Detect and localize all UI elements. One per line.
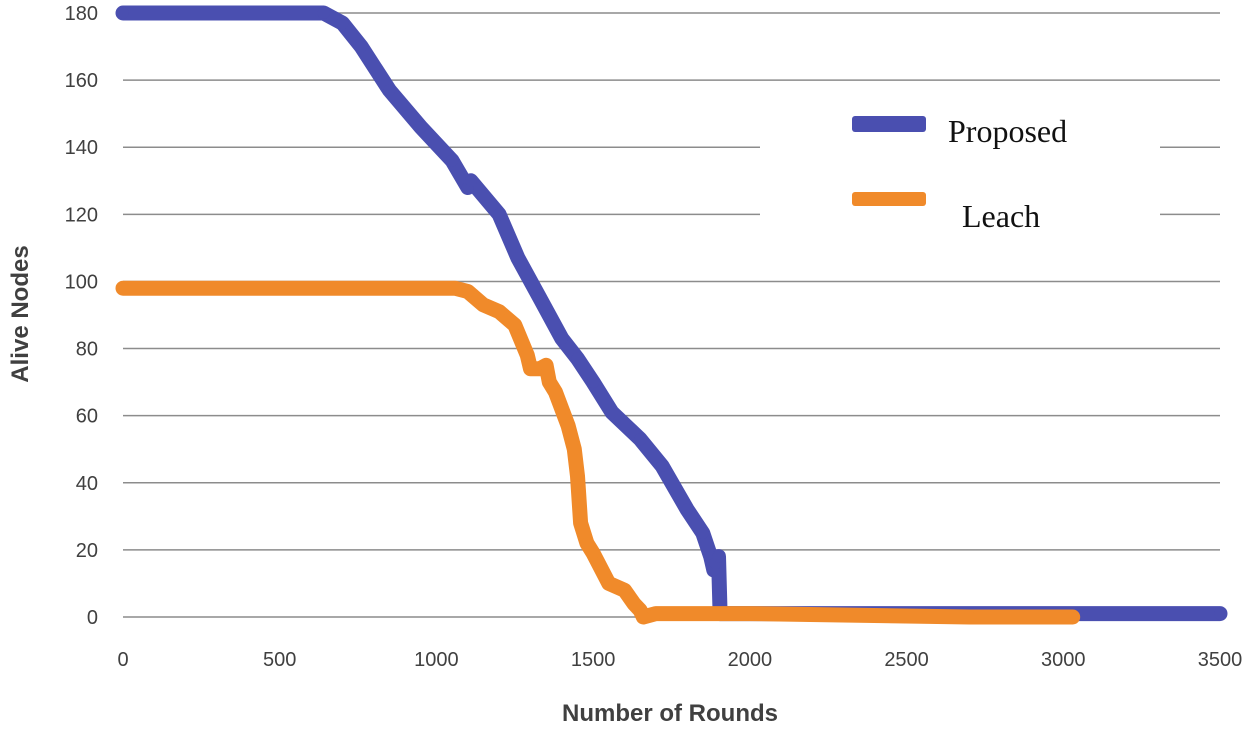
data-point-proposed	[317, 7, 330, 19]
data-point-leach	[493, 305, 506, 318]
y-tick-label-40: 40	[76, 473, 98, 495]
data-point-leach	[521, 349, 534, 362]
data-point-leach	[963, 611, 976, 623]
data-point-proposed	[511, 252, 524, 264]
legend-background	[760, 100, 1160, 245]
x-axis-title: Number of Rounds	[562, 700, 778, 727]
y-tick-label-160: 160	[65, 70, 98, 92]
data-point-proposed	[571, 352, 584, 365]
data-point-leach	[568, 443, 581, 456]
legend-label-leach: Leach	[962, 198, 1040, 234]
data-point-proposed	[1214, 607, 1226, 620]
data-point-proposed	[336, 17, 349, 30]
data-point-leach	[743, 607, 756, 620]
y-tick-label-120: 120	[65, 204, 98, 226]
y-tick-label-140: 140	[65, 137, 98, 159]
legend-swatch-leach	[852, 192, 926, 206]
data-point-leach	[524, 362, 537, 375]
data-point-leach	[602, 577, 615, 590]
data-point-proposed	[446, 154, 459, 167]
data-point-proposed	[414, 121, 427, 134]
data-point-leach	[580, 537, 593, 550]
x-tick-label-3500: 3500	[1198, 649, 1243, 671]
data-point-proposed	[117, 7, 129, 19]
data-point-leach	[508, 319, 521, 332]
data-point-leach	[574, 517, 587, 529]
x-tick-label-2500: 2500	[884, 649, 929, 671]
x-axis-ticks: 0 500 1000 1500 2000 2500 3000 3500	[117, 649, 1242, 671]
data-point-proposed	[696, 527, 709, 540]
data-point-proposed	[493, 208, 506, 221]
x-tick-label-2000: 2000	[728, 649, 773, 671]
data-point-proposed	[634, 433, 647, 446]
data-point-proposed	[712, 550, 725, 563]
legend-label-proposed: Proposed	[948, 113, 1067, 149]
y-tick-label-180: 180	[65, 3, 98, 25]
x-tick-label-500: 500	[263, 649, 296, 671]
data-point-leach	[117, 282, 129, 295]
y-tick-label-100: 100	[65, 271, 98, 293]
data-point-leach	[618, 584, 631, 597]
data-point-leach	[637, 611, 650, 623]
data-point-leach	[461, 285, 474, 298]
data-point-proposed	[555, 332, 568, 345]
y-axis-title: Alive Nodes	[7, 245, 34, 382]
data-point-proposed	[605, 406, 618, 419]
x-tick-label-1000: 1000	[414, 649, 459, 671]
data-point-proposed	[656, 460, 669, 472]
x-tick-label-0: 0	[117, 649, 128, 671]
data-point-leach	[649, 607, 662, 620]
data-point-leach	[555, 403, 568, 415]
y-tick-label-20: 20	[76, 540, 98, 562]
series-lines	[115, 5, 1228, 625]
data-point-proposed	[533, 292, 546, 305]
data-point-leach	[571, 470, 584, 483]
data-point-leach	[540, 359, 553, 372]
data-point-leach	[549, 386, 562, 399]
y-tick-label-60: 60	[76, 406, 98, 428]
data-point-leach	[477, 298, 490, 311]
y-tick-label-0: 0	[87, 607, 98, 629]
y-tick-label-80: 80	[76, 339, 98, 361]
legend: Proposed Leach	[760, 100, 1160, 245]
x-tick-label-1500: 1500	[571, 649, 616, 671]
data-point-proposed	[587, 376, 600, 389]
series-line-leach	[115, 280, 1081, 625]
legend-swatch-proposed	[852, 116, 926, 132]
data-point-proposed	[681, 503, 694, 516]
data-point-proposed	[464, 174, 477, 187]
data-point-leach	[562, 419, 575, 432]
x-tick-label-3000: 3000	[1041, 649, 1086, 671]
data-point-leach	[543, 376, 556, 389]
data-point-leach	[1066, 611, 1079, 623]
data-point-proposed	[355, 40, 368, 53]
data-point-proposed	[383, 84, 396, 97]
y-axis-ticks: 0 20 40 60 80 100 120 140 160 180	[65, 3, 98, 629]
data-point-leach	[587, 547, 600, 560]
data-point-leach	[449, 282, 462, 295]
